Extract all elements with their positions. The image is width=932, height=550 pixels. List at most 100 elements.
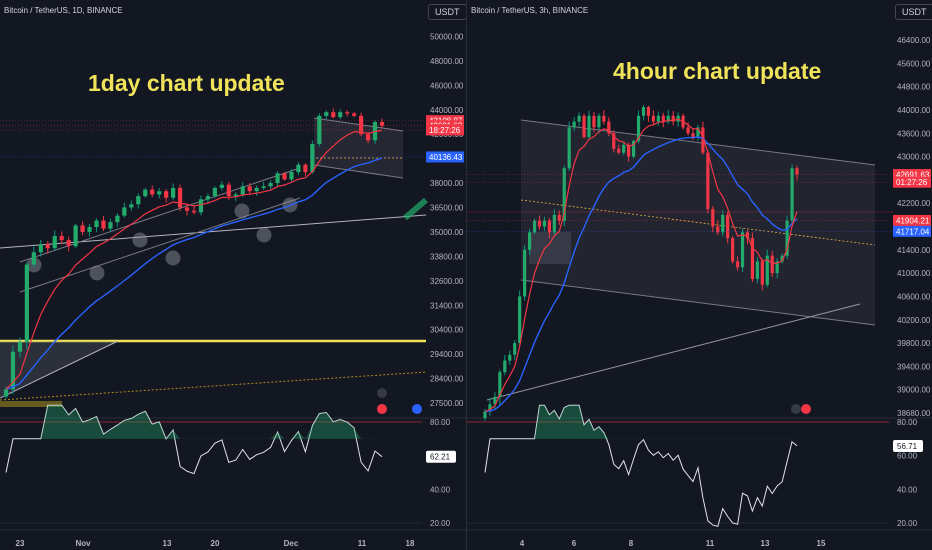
candle-body [317, 115, 322, 144]
candle-body [483, 411, 487, 419]
candle-body [101, 220, 106, 229]
price-tick-label: 41000.00 [897, 269, 931, 278]
candle-body [66, 240, 71, 247]
candle-body [122, 207, 127, 216]
daily-chart-svg[interactable]: 52000.0050000.0048000.0046000.0044000.00… [0, 0, 466, 550]
highlight-circle [256, 227, 272, 243]
candle-body [310, 143, 315, 173]
candle-body [352, 113, 357, 116]
candle-body [508, 354, 512, 361]
candle-body [212, 187, 217, 197]
candle-body [129, 204, 134, 208]
time-tick-label: 13 [163, 539, 172, 548]
candle-body [597, 115, 601, 128]
candle-body [59, 236, 64, 241]
volume-marker [0, 401, 62, 407]
fast-moving-average-line [484, 118, 798, 413]
time-tick-label: Nov [75, 539, 91, 548]
candle-body [513, 343, 517, 355]
candle-body [17, 341, 23, 352]
candle-body [765, 255, 769, 285]
four-hour-chart-svg[interactable]: 46400.00 45600.00 44800.00 44000.00 43600.00… [467, 0, 932, 550]
candle-body [721, 214, 725, 233]
candle-body [636, 115, 641, 142]
price-label-box [893, 169, 931, 181]
candle-body [136, 196, 141, 205]
candle-body [627, 144, 631, 157]
candle-body [577, 115, 581, 122]
candle-body [143, 189, 148, 197]
candle-body [45, 244, 50, 249]
candle-body [365, 134, 371, 141]
green-arrow [403, 197, 428, 221]
candle-body [731, 238, 735, 262]
oscillator-tick-label: 80.00 [430, 418, 451, 427]
candle-body [523, 249, 527, 297]
price-tick-label: 38680.00 [897, 409, 931, 418]
currency-button[interactable]: USDT [895, 4, 932, 20]
candle-body [607, 121, 611, 134]
candle-body [760, 261, 764, 285]
rising-support-line [486, 303, 861, 401]
candle-body [572, 121, 576, 128]
candle-body [622, 144, 626, 153]
candle-body [631, 141, 636, 157]
candle-body [592, 115, 596, 128]
time-tick-label: 18 [406, 539, 415, 548]
oscillator-tick-label: 40.00 [430, 485, 451, 494]
candle-body [268, 183, 273, 187]
price-label-text: 18:27:26 [429, 126, 461, 135]
oscillator-tick-label: 60.00 [897, 452, 918, 461]
slow-moving-average-line [5, 157, 383, 391]
candle-body [498, 372, 502, 397]
event-lightning-icon [791, 404, 801, 414]
price-label-box [426, 124, 464, 136]
candle-body [198, 199, 204, 213]
candle-body [177, 187, 183, 208]
price-tick-label: 45600.00 [897, 59, 931, 68]
price-tick-label: 33800.00 [430, 252, 464, 261]
candle-body [493, 396, 497, 405]
candle-body [745, 232, 750, 239]
triangle-line [0, 340, 119, 399]
price-tick-label: 43600.00 [897, 129, 931, 138]
price-tick-label: 44000.00 [430, 106, 464, 115]
candle-body [240, 186, 245, 195]
price-tick-label: 31400.00 [430, 301, 464, 310]
price-tick-label: 48000.00 [430, 57, 464, 66]
candle-body [775, 261, 779, 274]
candle-body [547, 220, 551, 233]
candle-body [379, 121, 385, 126]
slow-moving-average-line [484, 136, 798, 413]
price-tick-label: 46000.00 [430, 81, 464, 90]
descending-channel-box [521, 120, 875, 325]
candle-body [80, 225, 85, 232]
candle-body [671, 115, 675, 122]
time-tick-label: 8 [629, 539, 634, 548]
oscillator-line [484, 404, 798, 528]
candle-body [226, 184, 231, 197]
candle-body [254, 187, 259, 192]
candle-body [666, 115, 670, 122]
candle-body [233, 194, 238, 197]
price-tick-label: 38000.00 [430, 179, 464, 188]
candle-body [503, 360, 507, 373]
price-label-box [893, 225, 931, 237]
candle-body [115, 215, 120, 223]
candle-body [701, 127, 705, 153]
price-tick-label: 41400.00 [897, 246, 931, 255]
price-tick-label: 35000.00 [430, 228, 464, 237]
time-tick-label: 13 [761, 539, 770, 548]
candle-body [780, 255, 784, 262]
dotted-trendline [0, 371, 427, 401]
right-chart-panel[interactable]: 46400.00 45600.00 44800.00 44000.00 43600.00… [466, 0, 932, 550]
candle-body [542, 220, 547, 227]
oscillator-overbought-fill [485, 405, 797, 439]
candle-body [345, 112, 350, 114]
currency-button[interactable]: USDT [428, 4, 466, 20]
candle-body [3, 389, 9, 397]
candle-body [247, 186, 252, 192]
left-chart-panel[interactable]: 52000.0050000.0048000.0046000.0044000.00… [0, 0, 466, 550]
rising-channel-line [19, 167, 301, 263]
candle-body [646, 107, 651, 116]
